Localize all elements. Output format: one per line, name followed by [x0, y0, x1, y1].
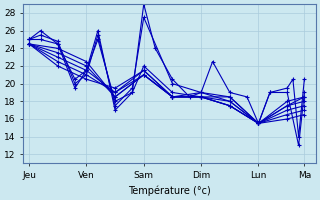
X-axis label: Température (°c): Température (°c)	[128, 185, 211, 196]
